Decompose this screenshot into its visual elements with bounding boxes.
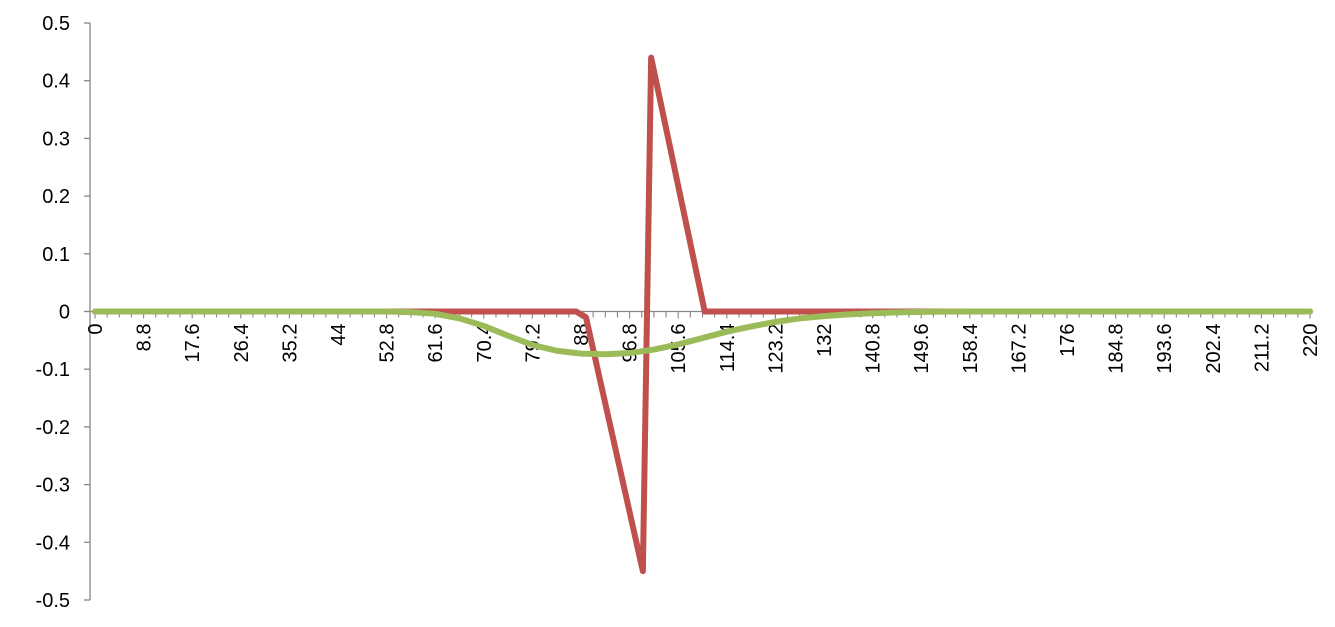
x-tick-label: 35.2: [279, 324, 301, 363]
x-tick-label: 123.2: [765, 324, 787, 374]
x-tick-label: 52.8: [377, 324, 399, 363]
x-tick-label: 26.4: [231, 324, 253, 363]
x-tick-label: 193.6: [1154, 324, 1176, 374]
x-tick-label: 70.4: [474, 324, 496, 363]
x-tick-label: 220: [1300, 324, 1322, 357]
y-tick-label: 0.4: [42, 71, 70, 93]
x-tick-label: 17.6: [182, 324, 204, 363]
y-tick-label: -0.4: [36, 532, 70, 554]
y-tick-label: -0.1: [36, 359, 70, 381]
x-tick-label: 167.2: [1008, 324, 1030, 374]
x-tick-label: 158.4: [960, 324, 982, 374]
x-tick-label: 184.8: [1106, 324, 1128, 374]
x-tick-label: 149.6: [911, 324, 933, 374]
x-tick-label: 8.8: [134, 324, 156, 352]
x-tick-label: 0: [85, 324, 107, 335]
x-tick-label: 176: [1057, 324, 1079, 357]
axes: 0.5 0.4 0.3 0.2 0.1 0 -0.1 -0.2 -0.3 -0.4 -0.5 0 8.8…: [36, 13, 1322, 612]
y-tick-label: 0.3: [42, 128, 70, 150]
x-tick-label: 140.8: [863, 324, 885, 374]
x-tick-label: 211.2: [1251, 324, 1273, 373]
y-tick-label: 0.1: [42, 244, 70, 266]
y-tick-label: -0.3: [36, 475, 70, 497]
x-tick-label: 105.6: [668, 324, 690, 374]
y-tick-label: -0.2: [36, 417, 70, 439]
y-tick-label: 0.2: [42, 186, 70, 208]
x-tick-label: 202.4: [1203, 324, 1225, 374]
y-tick-label: -0.5: [36, 590, 70, 612]
y-tick-label: 0.5: [42, 13, 70, 35]
series-line-2: [92, 308, 1313, 358]
series-group: [92, 54, 1313, 575]
x-tick-label: 96.8: [620, 324, 642, 363]
series-line-1: [92, 54, 1313, 575]
y-tick-label: 0: [59, 302, 70, 324]
x-tick-label: 61.6: [425, 324, 447, 363]
x-tick-label: 44: [328, 324, 350, 346]
x-tick-label: 132: [814, 324, 836, 357]
